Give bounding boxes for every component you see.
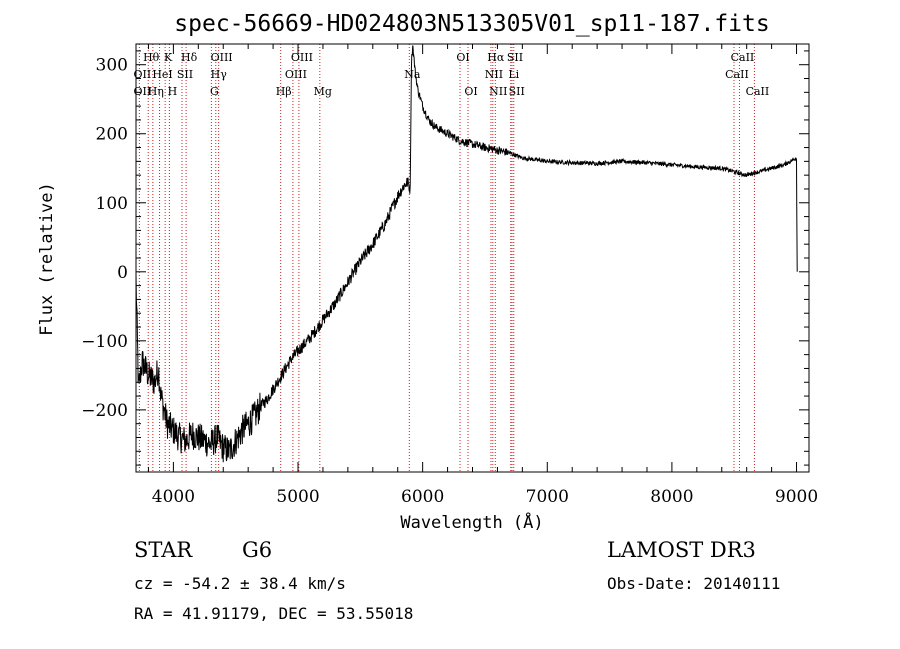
y-axis-ticks: −200 −100 0 100 200 300 bbox=[81, 50, 809, 466]
plot-frame bbox=[135, 43, 810, 473]
spectral-line-label: Hα bbox=[487, 51, 505, 64]
spectral-line-markers bbox=[138, 44, 755, 472]
redshift-velocity: cz = -54.2 ± 38.4 km/s bbox=[134, 574, 346, 593]
spectral-line-label: CaII bbox=[731, 51, 755, 64]
spectral-line-label: CaII bbox=[725, 68, 749, 81]
spectral-line-label: H bbox=[168, 85, 178, 98]
spectral-line-label: Mg bbox=[314, 85, 332, 98]
spectral-line-label: Li bbox=[508, 68, 519, 81]
series-layer bbox=[135, 45, 798, 463]
y-tick-label: −100 bbox=[81, 332, 128, 352]
x-tick-label: 4000 bbox=[152, 487, 195, 507]
spectral-line-label: OII bbox=[134, 68, 152, 81]
spectral-line-label: Hη bbox=[148, 85, 164, 98]
spectral-line-label: OIII bbox=[285, 68, 307, 81]
x-tick-label: 5000 bbox=[276, 487, 319, 507]
x-axis-label: Wavelength (Å) bbox=[400, 511, 543, 533]
spectral-line-label: OI bbox=[456, 51, 469, 64]
y-axis-label: Flux (relative) bbox=[37, 182, 57, 336]
y-tick-label: 100 bbox=[96, 194, 128, 214]
spectral-line-label: CaII bbox=[746, 85, 770, 98]
spectral-line-label: SII bbox=[507, 51, 523, 64]
object-subclass: G6 bbox=[242, 538, 273, 562]
x-tick-label: 6000 bbox=[401, 487, 444, 507]
x-axis-ticks: 4000 5000 6000 7000 8000 9000 bbox=[147, 44, 818, 507]
spectral-line-label: K bbox=[164, 51, 173, 64]
spectral-line-label: NII bbox=[489, 85, 507, 98]
spectral-line-label: OI bbox=[464, 85, 477, 98]
spectral-line-label: NII bbox=[485, 68, 503, 81]
spectral-line-label: Hδ bbox=[181, 51, 198, 64]
y-tick-label: 0 bbox=[117, 263, 128, 283]
spectral-line-label: SII bbox=[177, 68, 193, 81]
spectral-line-label: Na bbox=[404, 68, 421, 81]
spectral-line-label: SII bbox=[509, 85, 525, 98]
spectral-line-label: Hγ bbox=[211, 68, 228, 81]
observation-date: Obs-Date: 20140111 bbox=[607, 574, 781, 593]
y-tick-label: −200 bbox=[81, 401, 128, 421]
spectral-line-label: OIII bbox=[211, 51, 233, 64]
x-tick-label: 8000 bbox=[650, 487, 693, 507]
y-tick-label: 300 bbox=[96, 56, 128, 76]
spectrum-series-line bbox=[135, 45, 798, 463]
spectral-line-label: Hβ bbox=[276, 85, 292, 98]
chart-title: spec-56669-HD024803N513305V01_sp11-187.f… bbox=[174, 11, 769, 37]
object-class: STAR bbox=[134, 538, 193, 562]
spectral-line-label: G bbox=[210, 85, 219, 98]
survey-name: LAMOST DR3 bbox=[607, 538, 756, 562]
x-tick-label: 7000 bbox=[526, 487, 569, 507]
spectral-line-label: Hθ bbox=[143, 51, 160, 64]
sky-coordinates: RA = 41.91179, DEC = 53.55018 bbox=[134, 604, 414, 623]
spectral-line-label: HeI bbox=[152, 68, 172, 81]
spectral-line-label: OII bbox=[134, 85, 152, 98]
spectral-line-label: OIII bbox=[291, 51, 313, 64]
y-tick-label: 200 bbox=[96, 125, 128, 145]
x-tick-label: 9000 bbox=[775, 487, 818, 507]
